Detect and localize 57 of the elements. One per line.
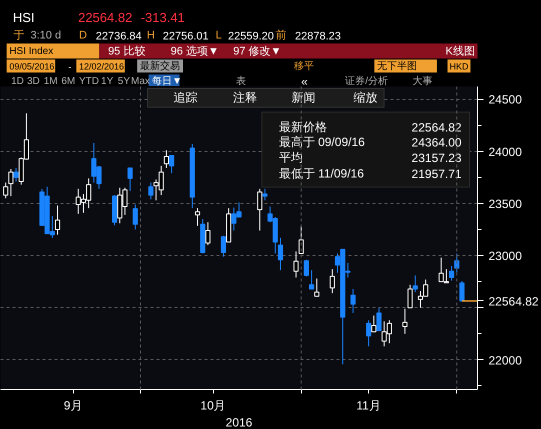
text: 95 比较 [108,44,146,58]
annotation: 注释 [233,90,258,104]
text: 22564.82 [78,10,132,25]
text: D [78,30,87,42]
annotation: 最新价格 [278,120,327,134]
y-tick-label: 23500 [488,196,522,211]
text: 22756.01 [162,30,209,42]
y-tick-label: 24500 [488,92,522,107]
annotation: 1D [11,76,24,87]
annotation: 1Y [101,76,114,87]
text: 前 [276,30,287,42]
text: 97 修改▼ [233,46,282,58]
text: 09/05/2016 [9,62,54,72]
text: L [216,30,222,42]
annotation: YTD [78,76,99,87]
text: 22559.20 [228,30,274,42]
text: 最新交易 [140,60,180,72]
annotation: 6M [61,76,76,87]
text: -313.41 [140,10,185,25]
annotation: 1M [44,76,58,87]
text: - [68,62,72,72]
annotation: 大事 [412,75,432,87]
text: 于 [14,30,25,42]
annotation: 3D [26,76,40,87]
y-tick-label: 23000 [488,249,522,264]
chart-title: HSI [12,10,35,25]
text: HSI Index [9,46,54,57]
text: 3:10 d [30,30,62,42]
text: 12/02/2016 [78,62,124,72]
x-axis-title: 2016 [226,416,253,429]
text: 96 选项▼ [170,44,219,58]
annotation: 24364.00 [412,135,462,150]
text: 移平 [294,60,314,72]
text: 无下半图 [376,60,417,72]
annotation: 最高于 09/09/16 [278,134,366,149]
x-tick-label: 11月 [356,398,381,412]
annotation: 21957.71 [412,166,462,181]
annotation: 缩放 [353,90,378,104]
annotation: 追踪 [173,90,198,104]
text: K线图 [446,44,475,58]
text: HKD [449,62,469,72]
annotation: 22564.82 [412,120,462,134]
x-tick-label: 10月 [200,398,226,412]
x-tick-label: 9月 [64,398,82,412]
annotation: 新闻 [292,90,316,104]
annotation: 最低于 11/09/16 [278,166,364,180]
ref-line-label: 22564.82 [488,294,539,308]
y-tick-label: 22000 [488,353,522,368]
text: H [146,30,155,42]
annotation: 23157.23 [412,151,462,166]
text: 22736.84 [96,30,142,42]
annotation: 证券/分析 [345,75,388,87]
text: 22878.23 [294,30,341,42]
annotation: 表 [236,75,246,87]
y-tick-label: 24000 [488,144,522,159]
annotation: « [301,74,308,88]
annotation: 5Y [118,76,130,87]
